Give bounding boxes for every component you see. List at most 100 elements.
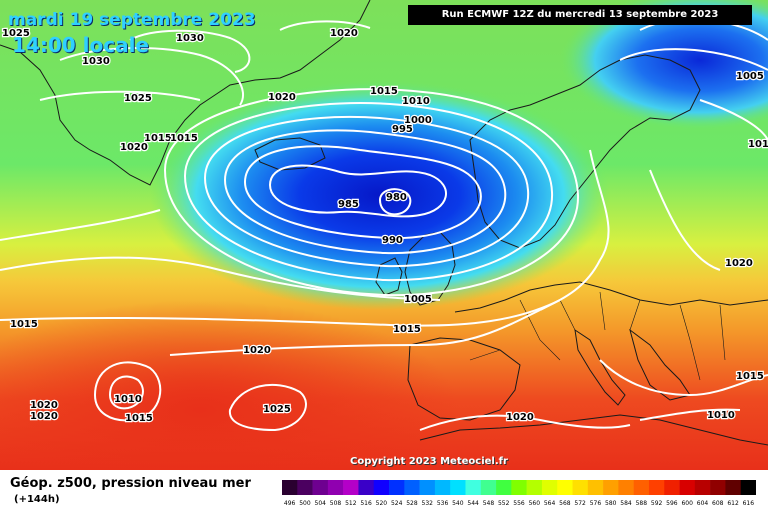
northeast-trough xyxy=(560,0,768,130)
legend-swatch xyxy=(480,480,497,495)
legend-swatch xyxy=(648,480,665,495)
isobar-label: 1020 xyxy=(30,400,58,411)
legend-tick-label: 548 xyxy=(483,500,495,507)
isobar-label: 980 xyxy=(386,192,407,203)
isobar-label: 1005 xyxy=(404,294,432,305)
legend-tick-label: 604 xyxy=(697,500,709,507)
model-run-banner: Run ECMWF 12Z du mercredi 13 septembre 2… xyxy=(408,5,752,25)
legend-swatch xyxy=(587,480,604,495)
legend-swatch xyxy=(419,480,436,495)
scandinavia-coast xyxy=(469,54,701,249)
isobar-label: 1020 xyxy=(30,411,58,422)
legend-swatch xyxy=(358,480,375,495)
legend-tick-label: 564 xyxy=(544,500,556,507)
legend-tick-label: 568 xyxy=(559,500,571,507)
isobar-label: 1010 xyxy=(402,96,430,107)
legend-swatch xyxy=(511,480,527,495)
legend-tick-label: 512 xyxy=(345,500,357,507)
legend-tick-label: 600 xyxy=(681,500,693,507)
isobar-label: 1020 xyxy=(725,258,753,269)
legend-swatch xyxy=(557,480,573,495)
legend-swatch xyxy=(541,480,558,495)
iceland-coast xyxy=(254,137,326,171)
legend-tick-label: 576 xyxy=(590,500,602,507)
legend-swatch xyxy=(496,480,512,495)
legend-swatch xyxy=(679,480,696,495)
greenland-coast xyxy=(0,0,371,186)
legend-tick-label: 560 xyxy=(529,500,541,507)
isobar-label: 1010 xyxy=(707,410,735,421)
legend-tick-label: 496 xyxy=(284,500,296,507)
legend-tick-label: 596 xyxy=(666,500,678,507)
isobar-label: 1015 xyxy=(170,133,198,144)
isobar-label: 990 xyxy=(382,235,403,246)
isobar-label: 1020 xyxy=(243,345,271,356)
isobar-label: 1020 xyxy=(506,412,534,423)
isobar-label: 1020 xyxy=(120,142,148,153)
isobar-label: 1020 xyxy=(330,28,358,39)
isobar-label: 1015 xyxy=(736,371,764,382)
lead-time: (+144h) xyxy=(14,494,60,505)
north-africa-coast xyxy=(419,414,768,446)
legend-swatch xyxy=(373,480,390,495)
ireland-coast xyxy=(375,257,403,296)
isobar-labels: 1025 1030 1030 1020 1025 1020 1015 1015 … xyxy=(1,27,768,426)
legend-swatch xyxy=(389,480,405,495)
low-pressure-zone xyxy=(150,80,610,310)
warm-south-zone xyxy=(0,300,460,470)
footer-bar: Géop. z500, pression niveau mer (+144h) … xyxy=(0,470,768,512)
isobar-label: 1015 xyxy=(125,413,153,424)
forecast-map: 1025 1030 1030 1020 1025 1020 1015 1015 … xyxy=(0,0,768,470)
legend-swatch xyxy=(343,480,359,495)
isobar-label: 1015 xyxy=(748,139,768,150)
isobar-label: 1030 xyxy=(82,56,110,67)
isobar-label: 1015 xyxy=(393,324,421,335)
legend-tick-label: 572 xyxy=(574,500,586,507)
legend-tick-label: 544 xyxy=(467,500,479,507)
legend-tick-label: 588 xyxy=(636,500,648,507)
legend-tick-label: 524 xyxy=(391,500,403,507)
legend-tick-label: 552 xyxy=(498,500,510,507)
isobar-label: 995 xyxy=(392,124,413,135)
isobar-label: 1020 xyxy=(268,92,296,103)
legend-swatch xyxy=(664,480,680,495)
legend-tick-label: 500 xyxy=(299,500,311,507)
legend-swatch xyxy=(312,480,329,495)
isobar-label: 1000 xyxy=(404,115,432,126)
legend-tick-label: 540 xyxy=(452,500,464,507)
isobar-label: 1030 xyxy=(176,33,204,44)
legend-swatch xyxy=(603,480,619,495)
legend-tick-label: 556 xyxy=(513,500,525,507)
legend-swatch xyxy=(282,480,298,495)
legend-tick-label: 516 xyxy=(360,500,372,507)
legend-swatch xyxy=(434,480,451,495)
forecast-date: mardi 19 septembre 2023 xyxy=(8,10,256,30)
color-scale-legend: 496 500 504 508 512 516 520 524 528 532 536 540 544 5… xyxy=(282,480,756,507)
legend-swatch xyxy=(725,480,742,495)
legend-tick-label: 584 xyxy=(620,500,632,507)
legend-tick-label: 520 xyxy=(376,500,388,507)
isobar-label: 1015 xyxy=(10,319,38,330)
legend-tick-label: 592 xyxy=(651,500,663,507)
legend-swatch xyxy=(450,480,466,495)
chart-parameter-title: Géop. z500, pression niveau mer xyxy=(10,476,251,491)
isobar-label: 985 xyxy=(338,199,359,210)
legend-tick-label: 612 xyxy=(727,500,739,507)
legend-swatch xyxy=(327,480,344,495)
isobar-label: 1015 xyxy=(370,86,398,97)
legend-swatch xyxy=(404,480,420,495)
legend-swatch xyxy=(465,480,482,495)
legend-swatch xyxy=(297,480,313,495)
legend-swatch xyxy=(633,480,650,495)
legend-swatch xyxy=(526,480,543,495)
legend-swatch xyxy=(618,480,634,495)
legend-tick-label: 616 xyxy=(743,500,755,507)
copyright-notice: Copyright 2023 Meteociel.fr xyxy=(350,456,508,467)
isobar-label: 1025 xyxy=(263,404,291,415)
isobar-label: 1005 xyxy=(736,71,764,82)
legend-swatch xyxy=(740,480,756,495)
legend-tick-label: 536 xyxy=(437,500,449,507)
legend-swatch xyxy=(572,480,589,495)
legend-tick-label: 580 xyxy=(605,500,617,507)
